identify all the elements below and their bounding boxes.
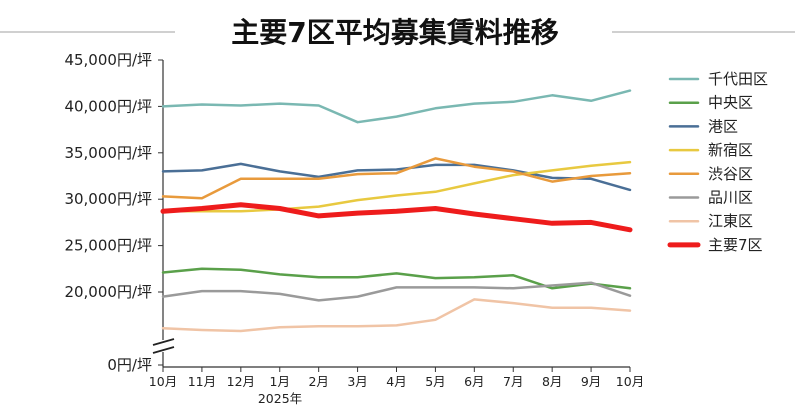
plot-area xyxy=(160,89,633,333)
legend-label-1: 中央区 xyxy=(708,94,753,112)
series-line-7 xyxy=(160,202,633,233)
y-tick-label: 30,000円/坪 xyxy=(64,190,152,208)
y-tick-label: 45,000円/坪 xyxy=(64,51,152,69)
y-tick-label: 20,000円/坪 xyxy=(64,283,152,301)
series-line-4 xyxy=(161,157,632,200)
series-line-6 xyxy=(161,298,632,333)
x-tick-label: 12月 xyxy=(227,374,255,389)
series-line-2 xyxy=(161,162,632,192)
x-tick-label: 11月 xyxy=(188,374,216,389)
series-line-1 xyxy=(161,267,632,290)
x-tick-label: 1月 xyxy=(270,374,290,389)
x-tick-label: 10月 xyxy=(149,374,177,389)
x-tick-label: 9月 xyxy=(581,374,601,389)
y-tick-labels: 45,000円/坪 40,000円/坪 35,000円/坪 30,000円/坪 25,0… xyxy=(64,51,163,374)
year-label: 2025年 xyxy=(258,391,302,406)
y-tick-label: 25,000円/坪 xyxy=(64,237,152,255)
x-tick-label: 3月 xyxy=(347,374,367,389)
x-tick-label: 6月 xyxy=(464,374,484,389)
x-tick-labels: 10月 11月 12月 1月 2月 3月 4月 5月 6月 7月 8月 9月 10月 xyxy=(149,367,644,389)
legend-label-2: 港区 xyxy=(708,117,738,135)
x-tick-label: 4月 xyxy=(386,374,406,389)
x-tick-label: 2月 xyxy=(308,374,328,389)
legend-label-7: 主要7区 xyxy=(708,236,763,254)
legend-label-5: 品川区 xyxy=(708,189,753,207)
series-line-3 xyxy=(161,160,632,213)
legend-label-3: 新宿区 xyxy=(708,141,753,159)
series-line-5 xyxy=(161,281,632,302)
x-tick-label: 8月 xyxy=(542,374,562,389)
legend-label-0: 千代田区 xyxy=(708,70,768,88)
y-tick-label: 35,000円/坪 xyxy=(64,144,152,162)
x-tick-label: 10月 xyxy=(616,374,644,389)
series-line-0 xyxy=(161,89,632,124)
legend-label-4: 渋谷区 xyxy=(708,165,753,183)
legend-label-6: 江東区 xyxy=(708,212,753,230)
chart-title: 主要7区平均募集賃料推移 xyxy=(231,16,558,49)
x-tick-label: 7月 xyxy=(503,374,523,389)
axis-break-marker xyxy=(152,338,175,354)
y-tick-label: 0円/坪 xyxy=(107,356,152,374)
y-tick-label: 40,000円/坪 xyxy=(64,97,152,115)
x-tick-label: 5月 xyxy=(425,374,445,389)
